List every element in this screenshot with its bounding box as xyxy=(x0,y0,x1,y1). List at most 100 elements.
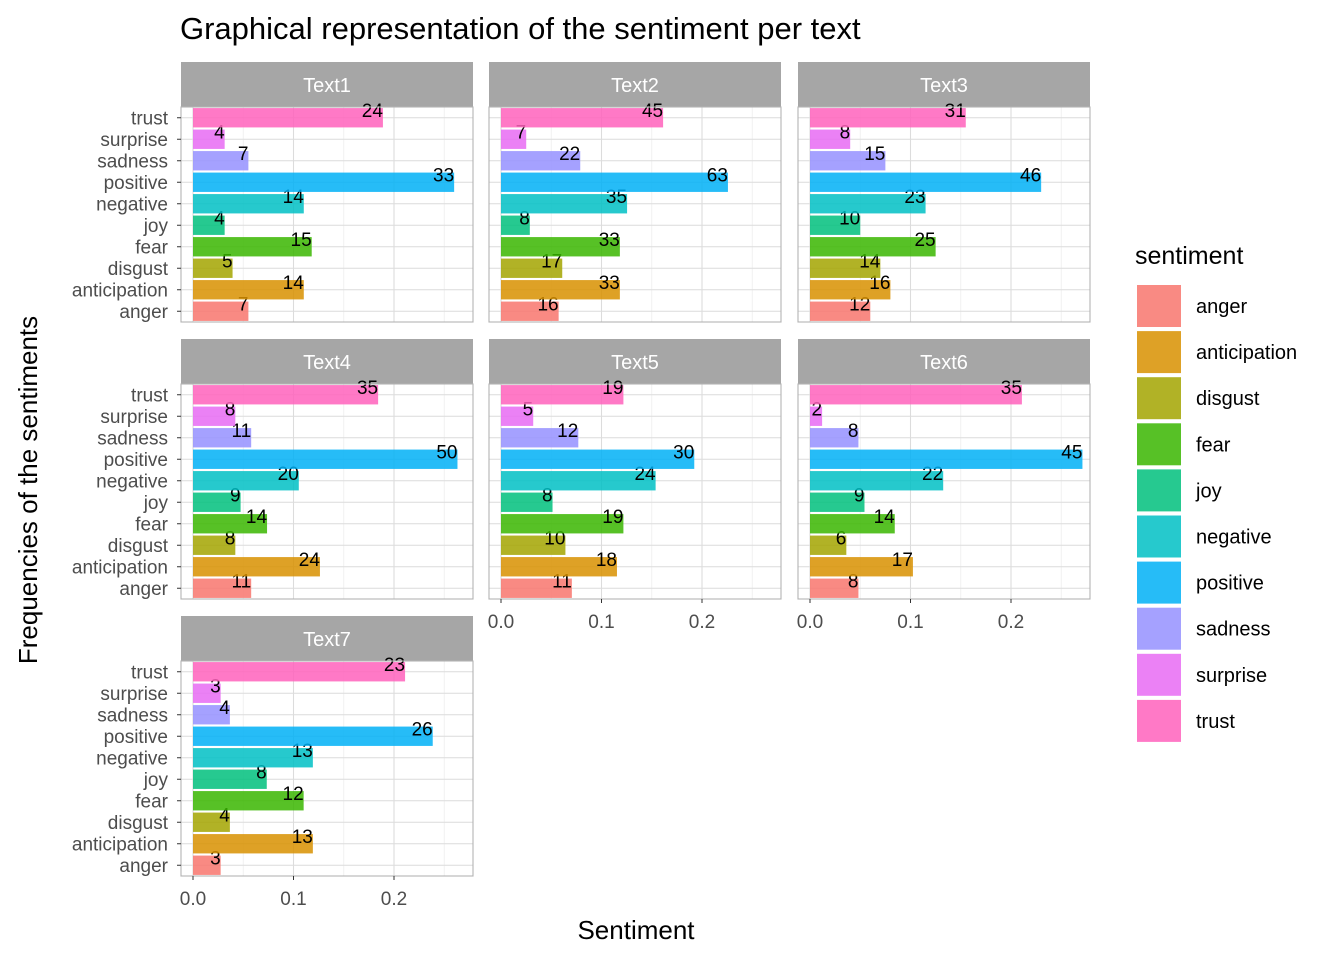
data-label-surprise: 2 xyxy=(812,399,823,420)
bar-disgust xyxy=(810,258,881,278)
x-tick-label: 0.1 xyxy=(897,612,923,633)
legend: sentiment anger anticipation disgust fear jo… xyxy=(1135,242,1297,742)
data-label-anticipation: 13 xyxy=(292,827,313,848)
facet-strip xyxy=(181,616,473,661)
data-label-fear: 15 xyxy=(291,230,312,251)
y-tick-label: negative xyxy=(96,194,168,215)
y-tick-label: disgust xyxy=(108,813,169,834)
data-label-sadness: 7 xyxy=(238,144,249,165)
facet-panel-text5: Text5 11 18 10 19 8 24 30 12 5 19 0.0 0.1 0.2 xyxy=(488,339,782,633)
bar-sadness xyxy=(193,428,252,448)
bar-joy xyxy=(501,215,530,235)
y-tick-label: trust xyxy=(131,385,169,406)
data-label-surprise: 8 xyxy=(225,399,236,420)
data-label-disgust: 10 xyxy=(544,528,565,549)
facet-strip xyxy=(181,62,473,107)
facet-panel-text4: Text411248149205011835angeranticipationd… xyxy=(72,339,474,600)
bar-trust xyxy=(193,385,379,405)
bar-anger xyxy=(193,855,221,875)
bar-joy xyxy=(193,769,267,789)
facet-strip-label: Text3 xyxy=(920,75,968,97)
y-tick-label: anger xyxy=(119,856,168,877)
data-label-negative: 14 xyxy=(283,187,305,208)
bar-anger xyxy=(193,301,249,321)
data-label-sadness: 8 xyxy=(848,421,859,442)
bar-positive xyxy=(501,172,728,192)
y-tick-label: positive xyxy=(104,727,168,748)
data-label-joy: 4 xyxy=(214,208,225,229)
legend-key-anger xyxy=(1137,285,1181,327)
facet-strip-label: Text2 xyxy=(611,75,659,97)
panel-border xyxy=(797,106,1091,323)
data-label-trust: 35 xyxy=(357,378,378,399)
data-label-disgust: 17 xyxy=(541,251,562,272)
bar-anticipation xyxy=(193,557,320,577)
bar-surprise xyxy=(501,406,534,426)
data-label-anger: 16 xyxy=(537,294,558,315)
data-label-anger: 11 xyxy=(552,571,572,592)
data-label-sadness: 22 xyxy=(559,144,580,165)
bar-fear xyxy=(193,791,304,811)
facet-panels: Text1714515414337424angeranticipationdis… xyxy=(72,62,1091,910)
y-tick-label: trust xyxy=(131,108,169,129)
bar-negative xyxy=(810,194,926,214)
legend-label-disgust: disgust xyxy=(1196,388,1260,410)
legend-label-sadness: sadness xyxy=(1196,619,1271,641)
data-label-positive: 63 xyxy=(707,165,728,186)
data-label-trust: 19 xyxy=(602,378,623,399)
bar-negative xyxy=(810,471,944,491)
panel-border xyxy=(488,106,782,323)
y-tick-label: trust xyxy=(131,662,169,683)
bar-sadness xyxy=(501,428,579,448)
data-label-positive: 50 xyxy=(436,442,457,463)
bar-surprise xyxy=(193,683,221,703)
x-axis-title: Sentiment xyxy=(577,915,695,945)
x-tick-label: 0.0 xyxy=(180,889,206,910)
bar-positive xyxy=(501,449,695,469)
legend-label-joy: joy xyxy=(1195,480,1222,502)
x-tick-label: 0.1 xyxy=(280,889,306,910)
legend-label-negative: negative xyxy=(1196,527,1272,549)
y-axis-title: Frequencies of the sentiments xyxy=(13,316,43,664)
facet-panel-text6: Text6 8 17 6 14 9 22 45 8 2 35 0.0 0.1 0.2 xyxy=(797,339,1091,633)
bar-disgust xyxy=(501,258,563,278)
y-tick-label: surprise xyxy=(100,684,168,705)
facet-strip xyxy=(181,339,473,384)
data-label-disgust: 8 xyxy=(225,528,236,549)
y-tick-label: fear xyxy=(135,237,168,258)
bar-disgust xyxy=(193,812,230,832)
data-label-anticipation: 16 xyxy=(869,273,890,294)
facet-strip xyxy=(489,339,781,384)
data-label-sadness: 12 xyxy=(557,421,578,442)
y-tick-label: positive xyxy=(104,450,168,471)
bar-fear xyxy=(810,514,895,534)
y-tick-label: joy xyxy=(143,216,169,237)
bar-fear xyxy=(501,237,620,257)
bar-fear xyxy=(501,514,624,534)
data-label-trust: 24 xyxy=(362,101,384,122)
data-label-joy: 8 xyxy=(542,485,553,506)
data-label-positive: 45 xyxy=(1061,442,1082,463)
y-tick-label: anticipation xyxy=(72,557,168,578)
panel-border xyxy=(488,383,782,600)
data-label-positive: 26 xyxy=(412,719,433,740)
data-label-negative: 13 xyxy=(292,741,313,762)
y-tick-label: positive xyxy=(104,173,168,194)
bar-sadness xyxy=(810,151,886,171)
data-label-disgust: 14 xyxy=(859,251,881,272)
data-label-surprise: 3 xyxy=(210,676,221,697)
y-tick-label: disgust xyxy=(108,259,169,280)
bar-sadness xyxy=(810,428,859,448)
data-label-negative: 22 xyxy=(922,464,943,485)
legend-label-fear: fear xyxy=(1196,434,1231,456)
data-label-trust: 45 xyxy=(642,101,663,122)
bar-sadness xyxy=(193,705,230,725)
data-label-joy: 8 xyxy=(256,762,267,783)
data-label-joy: 10 xyxy=(839,208,860,229)
y-tick-label: sadness xyxy=(97,705,168,726)
x-tick-label: 0.1 xyxy=(588,612,614,633)
y-tick-label: anger xyxy=(119,302,168,323)
panel-border xyxy=(180,383,474,600)
data-label-fear: 33 xyxy=(599,230,620,251)
